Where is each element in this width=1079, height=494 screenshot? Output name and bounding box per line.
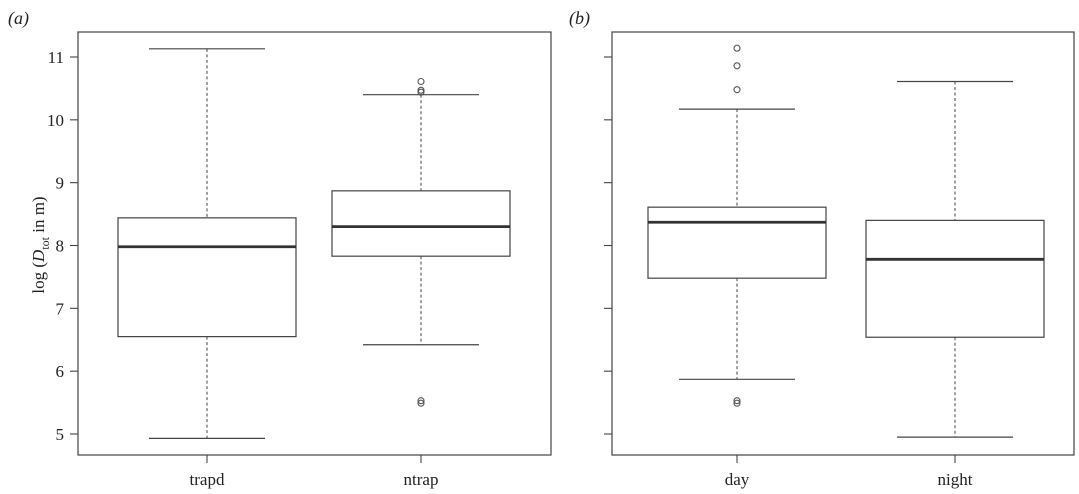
outlier-ntrap-3 bbox=[417, 86, 425, 94]
outlier-ntrap-0 bbox=[417, 399, 425, 407]
panel-b-boxes bbox=[647, 44, 1045, 438]
x-tick-label-trapd: trapd bbox=[190, 470, 225, 489]
panel-a-y-tick-label-10: 10 bbox=[47, 111, 64, 130]
box-trapd bbox=[117, 48, 297, 439]
outlier-day-4 bbox=[733, 44, 741, 52]
panel-a-y-axis: 5 6 7 8 9 10 11 bbox=[47, 48, 78, 444]
panel-b-frame bbox=[611, 31, 1075, 456]
panel-a-y-tick-label-6: 6 bbox=[56, 362, 65, 381]
y-axis-label-sub: tot bbox=[38, 236, 52, 249]
panel-a-y-tick-label-7: 7 bbox=[56, 299, 65, 318]
outlier-ntrap-4 bbox=[417, 77, 425, 86]
y-axis-label: log (Dtot in m) bbox=[29, 196, 52, 293]
panel-a-boxes bbox=[117, 48, 511, 439]
box-iqr-night bbox=[865, 219, 1045, 338]
box-iqr-ntrap bbox=[331, 190, 511, 257]
y-axis-label-prefix: log ( bbox=[29, 262, 48, 294]
panel-a-x-axis: trapd ntrap bbox=[190, 455, 439, 489]
outlier-ntrap-1 bbox=[417, 397, 425, 405]
panel-b: (b) day night bbox=[569, 8, 1075, 489]
outlier-day-0 bbox=[733, 399, 741, 407]
panel-a-y-tick-label-5: 5 bbox=[56, 425, 65, 444]
outlier-day-1 bbox=[733, 397, 741, 405]
panel-b-label: (b) bbox=[569, 8, 590, 29]
panel-b-x-axis: day night bbox=[725, 455, 973, 489]
panel-b-y-axis bbox=[604, 56, 612, 435]
panel-a-y-tick-label-11: 11 bbox=[48, 48, 64, 67]
box-iqr-trapd bbox=[117, 217, 297, 338]
outlier-day-3 bbox=[733, 62, 741, 70]
box-night bbox=[865, 80, 1045, 438]
x-tick-label-night: night bbox=[938, 470, 973, 489]
panel-a-y-tick-label-8: 8 bbox=[56, 237, 65, 256]
box-iqr-day bbox=[647, 206, 827, 279]
box-day bbox=[647, 44, 827, 407]
x-tick-label-ntrap: ntrap bbox=[404, 470, 439, 489]
panel-a-y-tick-label-9: 9 bbox=[56, 174, 65, 193]
y-axis-label-suffix: in m) bbox=[29, 196, 48, 237]
box-ntrap bbox=[331, 77, 511, 407]
panel-a: (a) 5 6 7 8 9 10 11 trapd ntrap bbox=[8, 8, 552, 489]
x-tick-label-day: day bbox=[725, 470, 750, 489]
y-axis-label-var: D bbox=[29, 249, 48, 263]
panel-a-frame bbox=[77, 31, 552, 456]
outlier-day-2 bbox=[733, 86, 741, 94]
panel-a-label: (a) bbox=[8, 8, 29, 29]
